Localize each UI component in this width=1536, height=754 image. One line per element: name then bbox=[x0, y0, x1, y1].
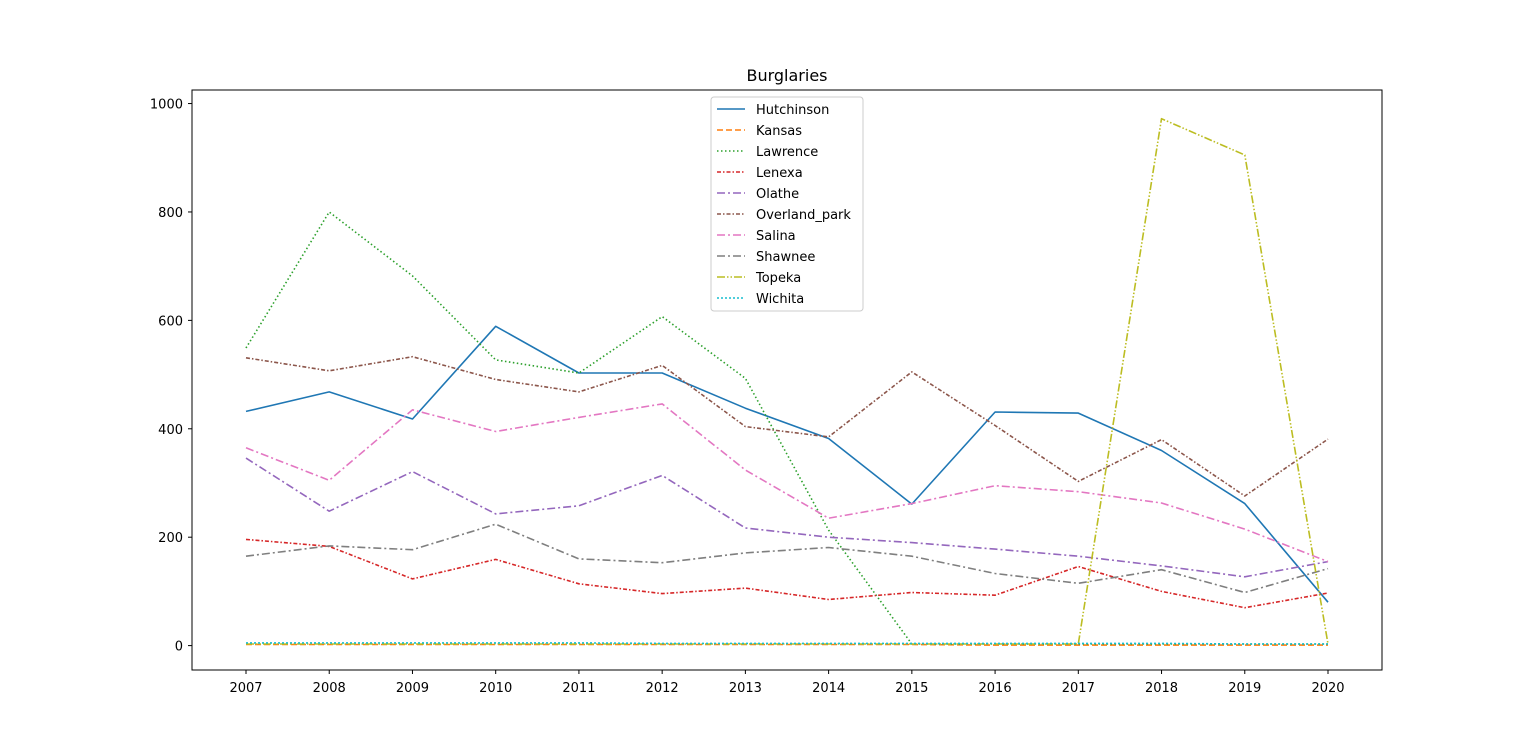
legend-label-shawnee: Shawnee bbox=[756, 250, 815, 265]
legend-label-overland-park: Overland_park bbox=[756, 208, 851, 223]
x-tick-label: 2015 bbox=[895, 681, 928, 696]
series-line-lenexa bbox=[245, 538, 1329, 609]
y-tick-label: 400 bbox=[158, 423, 183, 438]
x-tick-label: 2018 bbox=[1145, 681, 1178, 696]
y-tick-label: 600 bbox=[158, 314, 183, 329]
series-line-salina bbox=[245, 403, 1329, 563]
legend: Hutchinson Kansas Lawrence Lenexa Olathe Over… bbox=[710, 96, 864, 312]
x-tick-label: 2012 bbox=[646, 681, 679, 696]
series-line-shawnee bbox=[245, 523, 1329, 594]
x-tick-label: 2008 bbox=[313, 681, 346, 696]
y-tick-label: 1000 bbox=[150, 98, 183, 113]
legend-label-lenexa: Lenexa bbox=[756, 166, 803, 181]
x-tick-label: 2010 bbox=[479, 681, 512, 696]
legend-label-olathe: Olathe bbox=[756, 187, 799, 202]
legend-label-wichita: Wichita bbox=[756, 292, 804, 307]
x-tick-label: 2014 bbox=[812, 681, 845, 696]
series-line-wichita bbox=[246, 642, 1328, 645]
x-tick-label: 2019 bbox=[1228, 681, 1261, 696]
y-tick-label: 200 bbox=[158, 531, 183, 546]
x-tick-label: 2017 bbox=[1062, 681, 1095, 696]
y-tick-label: 800 bbox=[158, 206, 183, 221]
x-tick-label: 2011 bbox=[562, 681, 595, 696]
x-tick-label: 2009 bbox=[396, 681, 429, 696]
legend-label-salina: Salina bbox=[756, 229, 796, 244]
series-line-olathe bbox=[245, 457, 1329, 578]
x-tick-label: 2007 bbox=[229, 681, 262, 696]
x-tick-label: 2016 bbox=[979, 681, 1012, 696]
legend-label-kansas: Kansas bbox=[756, 124, 802, 139]
plot-frame bbox=[191, 89, 1383, 671]
series-line-overland-park bbox=[245, 355, 1329, 497]
legend-label-lawrence: Lawrence bbox=[756, 145, 818, 160]
legend-label-hutchinson: Hutchinson bbox=[756, 103, 829, 118]
series-line-hutchinson bbox=[245, 325, 1329, 603]
x-tick-label: 2013 bbox=[729, 681, 762, 696]
y-tick-label: 0 bbox=[175, 640, 183, 655]
legend-label-topeka: Topeka bbox=[755, 271, 801, 286]
chart-title: Burglaries bbox=[746, 66, 827, 85]
axes-layer: 2007 2008 2009 2010 2011 2012 2013 2014 2015 2016… bbox=[150, 89, 1383, 696]
x-tick-label: 2020 bbox=[1311, 681, 1344, 696]
series-layer bbox=[245, 117, 1329, 646]
legend-box bbox=[710, 96, 864, 312]
